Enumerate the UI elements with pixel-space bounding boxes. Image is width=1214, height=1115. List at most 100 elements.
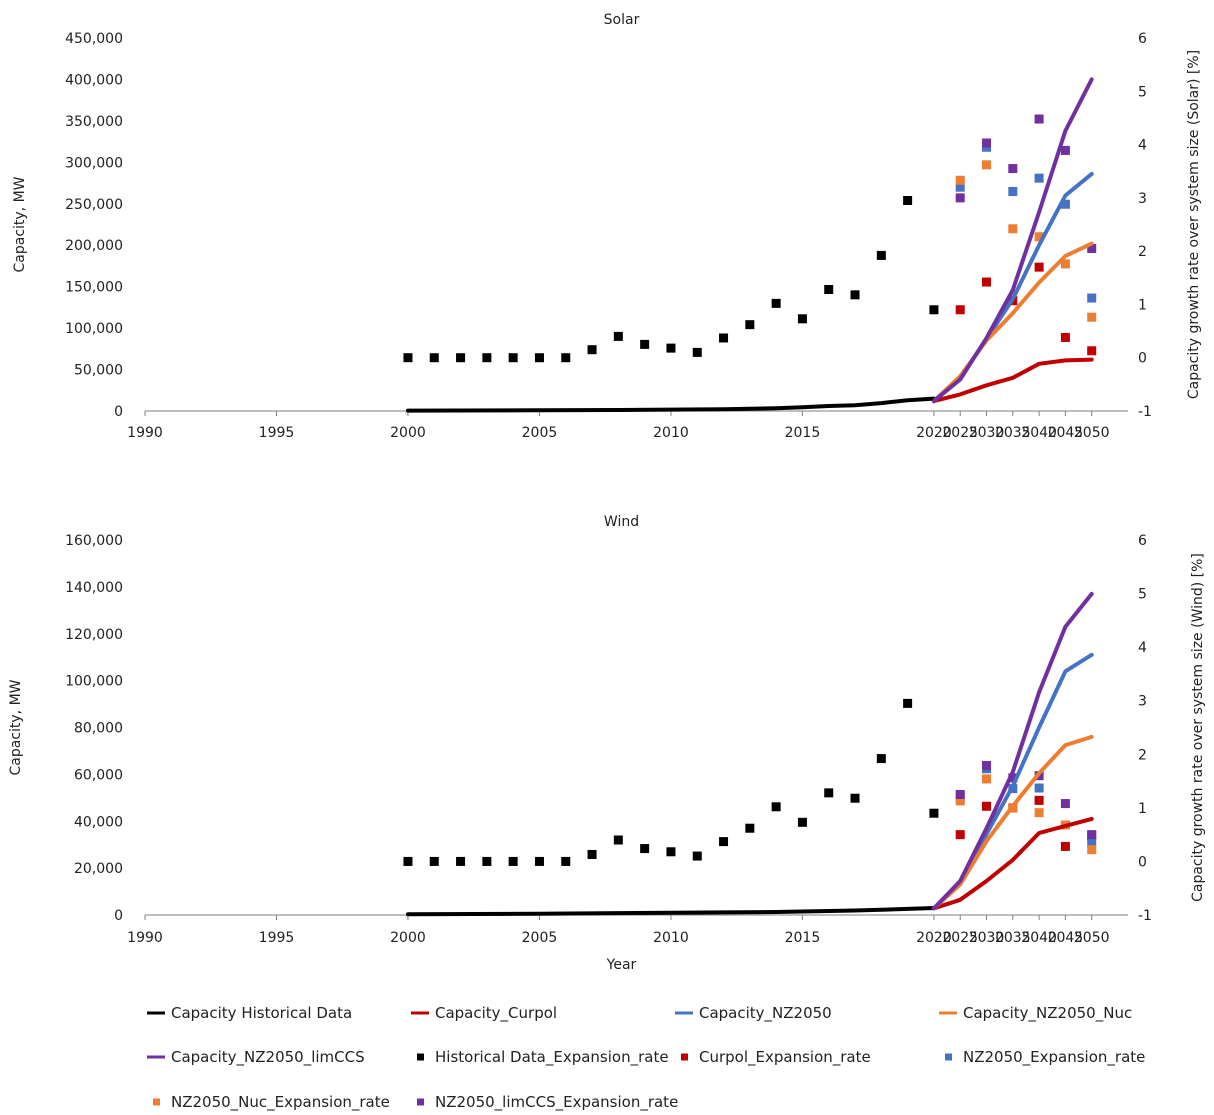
- legend-swatch: [417, 1098, 424, 1106]
- series-line-capacity-curpol: [931, 357, 1094, 404]
- data-point: [692, 851, 702, 861]
- legend-swatch: [417, 1053, 424, 1061]
- data-point: [850, 793, 860, 803]
- data-point: [903, 196, 913, 206]
- data-point: [1060, 259, 1070, 269]
- data-point: [1008, 164, 1018, 174]
- data-point: [692, 347, 702, 357]
- y-tick-label: 150,000: [65, 280, 123, 296]
- series-nz2050-expansion-rate: [955, 142, 1097, 303]
- x-tick-label: 2035: [995, 930, 1031, 946]
- y-tick-label: 200,000: [65, 238, 123, 254]
- panel-wind: Wind 0 20,000 40,000 60,000 80,000 100,000 120,…: [8, 514, 1206, 973]
- y-axis-label: Capacity, MW: [8, 679, 24, 775]
- data-point: [929, 808, 939, 818]
- data-point: [797, 817, 807, 827]
- data-point: [456, 856, 466, 866]
- legend-item: Capacity_NZ2050_limCCS: [147, 1048, 365, 1067]
- y-tick-label: 20,000: [74, 861, 123, 877]
- data-point: [903, 698, 913, 708]
- legend-item: Capacity_Curpol: [411, 1004, 557, 1023]
- y2-axis-label: Capacity growth rate over system size (S…: [1186, 50, 1202, 399]
- y-tick-label: 100,000: [65, 321, 123, 337]
- legend-label: NZ2050_limCCS_Expansion_rate: [435, 1093, 678, 1112]
- chart-title: Wind: [604, 514, 639, 530]
- data-point: [482, 353, 492, 363]
- legend-label: Curpol_Expansion_rate: [699, 1048, 871, 1067]
- y-tick-label: 120,000: [65, 627, 123, 643]
- legend-label: NZ2050_Nuc_Expansion_rate: [171, 1093, 390, 1112]
- data-point: [508, 353, 518, 363]
- data-point: [1060, 199, 1070, 209]
- x-tick-label: 2010: [653, 425, 689, 441]
- legend: Capacity Historical Data Capacity_Curpol C…: [147, 1004, 1145, 1112]
- y-tick-label: 60,000: [74, 767, 123, 783]
- y2-tick-label: 0: [1138, 351, 1147, 367]
- x-tick-label: 2005: [522, 425, 558, 441]
- legend-label: Capacity_NZ2050: [699, 1004, 832, 1023]
- series-historical-data-expansion-rate: [403, 698, 939, 866]
- data-point: [534, 353, 544, 363]
- legend-item: Curpol_Expansion_rate: [681, 1048, 871, 1067]
- y2-tick-label: 1: [1138, 297, 1147, 313]
- data-point: [482, 856, 492, 866]
- y-tick-label: 140,000: [65, 580, 123, 596]
- data-point: [429, 856, 439, 866]
- y2-tick-label: 6: [1138, 31, 1147, 47]
- data-point: [719, 333, 729, 343]
- data-point: [1034, 114, 1044, 124]
- data-point: [587, 345, 597, 355]
- y2-tick-label: 3: [1138, 191, 1147, 207]
- y-tick-label: 100,000: [65, 674, 123, 690]
- y2-tick-label: 4: [1138, 138, 1147, 154]
- data-point: [1034, 783, 1044, 793]
- data-point: [1087, 346, 1097, 356]
- series-nz2050-nuc-expansion-rate: [955, 774, 1097, 855]
- y2-tick-label: 5: [1138, 587, 1147, 603]
- x-tick-label: 2030: [969, 425, 1005, 441]
- y2-tick-label: 4: [1138, 640, 1147, 656]
- x-axis-label: Year: [606, 957, 637, 973]
- x-tick-label: 2000: [390, 425, 426, 441]
- y2-tick-label: 5: [1138, 84, 1147, 100]
- data-point: [1008, 773, 1018, 783]
- data-point: [640, 339, 650, 349]
- series-nz2050-limccs-expansion-rate: [955, 761, 1097, 840]
- legend-label: Historical Data_Expansion_rate: [435, 1048, 669, 1067]
- legend-item: NZ2050_Expansion_rate: [945, 1048, 1145, 1067]
- x-tick-label: 2020: [916, 425, 952, 441]
- x-tick-label: 2000: [390, 930, 426, 946]
- data-point: [508, 856, 518, 866]
- data-point: [1060, 799, 1070, 809]
- data-point: [771, 802, 781, 812]
- y-axis-label: Capacity, MW: [12, 176, 28, 272]
- data-point: [403, 856, 413, 866]
- legend-label: Capacity Historical Data: [171, 1004, 352, 1022]
- data-point: [1034, 795, 1044, 805]
- y-tick-label: 40,000: [74, 814, 123, 830]
- y2-axis-label: Capacity growth rate over system size (W…: [1190, 553, 1206, 902]
- y-tick-label: 0: [114, 404, 123, 420]
- data-point: [561, 856, 571, 866]
- data-point: [666, 343, 676, 353]
- y2-tick-label: -1: [1138, 908, 1152, 924]
- data-point: [876, 754, 886, 764]
- y2-tick-label: 2: [1138, 747, 1147, 763]
- data-point: [745, 823, 755, 833]
- series-line-capacity-nz2050-nuc: [931, 734, 1094, 911]
- x-tick-label: 1990: [127, 425, 163, 441]
- legend-item: Capacity_NZ2050_Nuc: [939, 1004, 1132, 1023]
- x-tick-label: 1990: [127, 930, 163, 946]
- legend-label: Capacity_Curpol: [435, 1004, 557, 1023]
- data-point: [1034, 232, 1044, 242]
- y-tick-label: 350,000: [65, 114, 123, 130]
- data-point: [929, 305, 939, 315]
- data-point: [982, 138, 992, 148]
- y-tick-label: 0: [114, 908, 123, 924]
- series-line-capacity-historical-data: [406, 396, 936, 413]
- y2-tick-label: 2: [1138, 244, 1147, 260]
- data-point: [640, 844, 650, 854]
- data-point: [403, 353, 413, 363]
- data-point: [666, 847, 676, 857]
- data-point: [1034, 262, 1044, 272]
